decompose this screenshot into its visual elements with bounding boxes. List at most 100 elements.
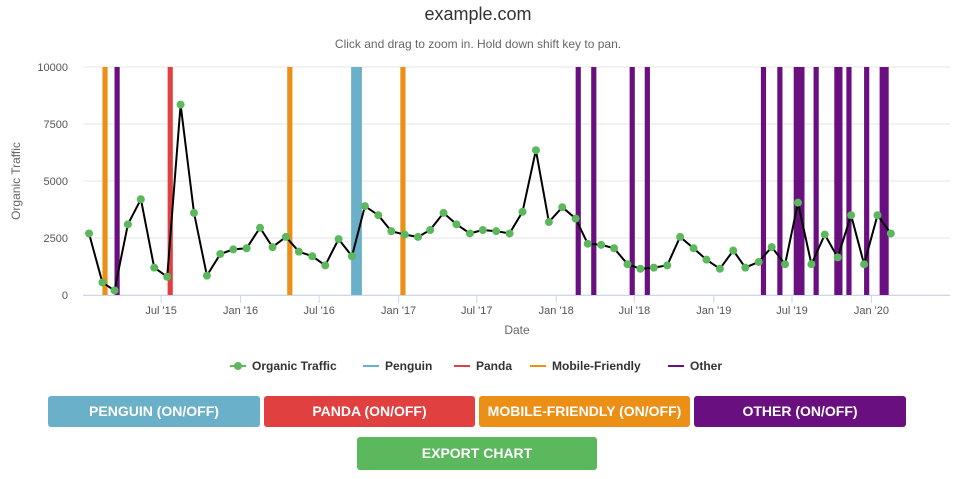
x-axis-title: Date: [504, 323, 530, 337]
organic-traffic-point: [334, 235, 343, 244]
organic-traffic-point: [136, 195, 145, 204]
organic-traffic-point: [85, 229, 94, 238]
y-tick-label: 5000: [44, 176, 68, 188]
organic-traffic-point: [873, 211, 882, 220]
organic-traffic-point: [110, 286, 119, 295]
organic-traffic-point: [741, 263, 750, 272]
organic-traffic-point: [374, 211, 383, 220]
organic-traffic-point: [387, 227, 396, 236]
organic-traffic-point: [886, 229, 895, 238]
organic-traffic-point: [321, 261, 330, 270]
organic-traffic-point: [558, 203, 567, 212]
organic-traffic-point: [531, 146, 540, 155]
organic-traffic-point: [583, 239, 592, 248]
x-tick-label: Jul '15: [145, 305, 176, 317]
mobile-friendly-toggle-button[interactable]: MOBILE-FRIENDLY (ON/OFF): [479, 396, 690, 427]
x-tick-label: Jan '16: [223, 305, 258, 317]
organic-traffic-point: [610, 244, 619, 253]
y-tick-label: 2500: [44, 233, 68, 245]
other-band: [834, 67, 843, 295]
organic-traffic-point: [676, 232, 685, 241]
organic-traffic-point: [439, 208, 448, 217]
y-tick-label: 0: [62, 290, 68, 302]
organic-traffic-point: [860, 260, 869, 269]
organic-traffic-point: [256, 223, 265, 232]
organic-traffic-point: [781, 260, 790, 269]
organic-traffic-point: [478, 226, 487, 235]
organic-traffic-point: [715, 264, 724, 273]
organic-traffic-point: [189, 208, 198, 217]
organic-traffic-point: [820, 230, 829, 239]
organic-traffic-point: [294, 247, 303, 256]
export-chart-button[interactable]: EXPORT CHART: [357, 437, 597, 470]
mobile-band: [102, 67, 108, 295]
organic-traffic-point: [176, 100, 185, 109]
legend-panda-label: Panda: [476, 359, 512, 373]
organic-traffic-point: [281, 232, 290, 241]
x-tick-label: Jan '19: [696, 305, 731, 317]
organic-traffic-point: [465, 229, 474, 238]
organic-traffic-point: [544, 218, 553, 227]
other-band: [777, 67, 783, 295]
x-tick-label: Jan '17: [381, 305, 416, 317]
legend-organic-marker: [234, 362, 242, 370]
organic-traffic-series: [85, 100, 895, 295]
penguin-band: [351, 67, 362, 295]
grid-lines: [83, 66, 950, 296]
other-toggle-button[interactable]: OTHER (ON/OFF): [694, 396, 906, 427]
organic-traffic-point: [729, 246, 738, 255]
x-tick-label: Jul '17: [461, 305, 492, 317]
legend: Organic Traffic Penguin Panda Mobile-Friend…: [230, 359, 722, 373]
panda-band: [167, 67, 173, 295]
penguin-toggle-button[interactable]: PENGUIN (ON/OFF): [48, 396, 260, 427]
mobile-band: [400, 67, 406, 295]
axes: 0 2500 5000 7500 10000 Jul '15 Jan '16 Jul '16 J…: [37, 62, 950, 317]
other-band: [644, 67, 650, 295]
x-tick-label: Jul '19: [776, 305, 807, 317]
organic-traffic-point: [163, 272, 172, 281]
organic-traffic-point: [492, 227, 501, 236]
organic-traffic-point: [518, 207, 527, 216]
organic-traffic-point: [597, 240, 606, 249]
organic-traffic-point: [360, 202, 369, 211]
other-band: [760, 67, 767, 295]
traffic-chart[interactable]: example.com Click and drag to zoom in. H…: [0, 0, 965, 390]
organic-traffic-point: [347, 252, 356, 261]
legend-other-label: Other: [690, 359, 722, 373]
mobile-band: [287, 67, 293, 295]
organic-traffic-point: [689, 244, 698, 253]
x-tick-label: Jul '16: [303, 305, 334, 317]
organic-traffic-point: [623, 260, 632, 269]
organic-traffic-point: [767, 243, 776, 252]
organic-traffic-point: [571, 214, 580, 223]
y-tick-label: 10000: [37, 62, 68, 74]
x-tick-label: Jul '18: [619, 305, 650, 317]
organic-traffic-point: [308, 252, 317, 261]
panda-toggle-button[interactable]: PANDA (ON/OFF): [264, 396, 475, 427]
organic-traffic-point: [702, 255, 711, 264]
legend-mobile-label: Mobile-Friendly: [552, 359, 641, 373]
organic-traffic-point: [426, 226, 435, 235]
organic-traffic-point: [663, 261, 672, 270]
organic-traffic-point: [242, 244, 251, 253]
organic-traffic-point: [452, 220, 461, 229]
organic-traffic-point: [123, 220, 132, 229]
other-band: [864, 67, 870, 295]
other-band: [846, 67, 852, 295]
organic-traffic-point: [150, 263, 159, 272]
organic-traffic-point: [649, 263, 658, 272]
organic-traffic-point: [754, 257, 763, 266]
organic-traffic-line: [88, 104, 892, 293]
organic-traffic-point: [833, 253, 842, 262]
chart-title: example.com: [424, 4, 531, 24]
y-tick-label: 7500: [44, 119, 68, 131]
organic-traffic-point: [216, 249, 225, 258]
other-band: [114, 67, 120, 295]
other-band: [813, 67, 819, 295]
organic-traffic-point: [794, 198, 803, 207]
legend-penguin-label: Penguin: [385, 359, 432, 373]
organic-traffic-point: [636, 264, 645, 273]
organic-traffic-point: [847, 211, 856, 220]
y-axis-title: Organic Traffic: [9, 142, 23, 220]
organic-traffic-point: [414, 232, 423, 241]
